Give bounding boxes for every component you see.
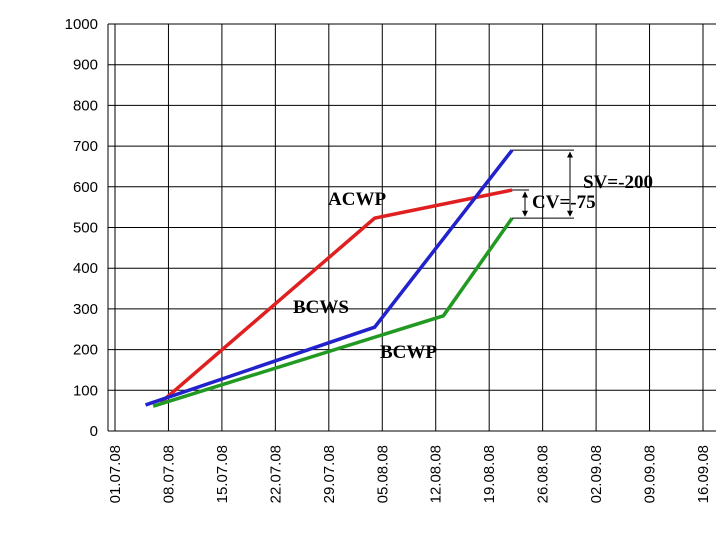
series-label: ACWP: [328, 189, 386, 210]
y-tick-label: 500: [73, 220, 98, 237]
y-tick-label: 0: [90, 423, 98, 440]
x-tick-label: 29.07.08: [321, 445, 338, 503]
x-tick-label: 01.07.08: [107, 445, 124, 503]
x-tick-label: 15.07.08: [214, 445, 231, 503]
y-tick-label: 400: [73, 260, 98, 277]
y-tick-label: 200: [73, 342, 98, 359]
series-label: BCWP: [380, 342, 437, 363]
y-tick-label: 900: [73, 57, 98, 74]
annotation: CV=-75: [532, 192, 596, 213]
annotation: SV=-200: [583, 172, 653, 193]
y-tick-label: 600: [73, 179, 98, 196]
y-tick-label: 1000: [65, 16, 98, 33]
x-tick-label: 05.08.08: [374, 445, 391, 503]
x-tick-label: 08.07.08: [160, 445, 177, 503]
series-line: [159, 188, 513, 404]
y-tick-label: 300: [73, 301, 98, 318]
y-tick-label: 800: [73, 97, 98, 114]
y-tick-label: 100: [73, 382, 98, 399]
series-label: BCWS: [293, 297, 349, 318]
x-tick-label: 19.08.08: [481, 445, 498, 503]
x-tick-label: 22.07.08: [267, 445, 284, 503]
x-tick-label: 09.09.08: [642, 445, 659, 503]
x-tick-label: 26.08.08: [535, 445, 552, 503]
x-tick-label: 02.09.08: [588, 445, 605, 503]
y-tick-label: 700: [73, 138, 98, 155]
x-tick-label: 16.09.08: [695, 445, 712, 503]
series-line: [144, 149, 514, 407]
x-tick-label: 12.08.08: [428, 445, 445, 503]
series-line: [152, 217, 514, 408]
